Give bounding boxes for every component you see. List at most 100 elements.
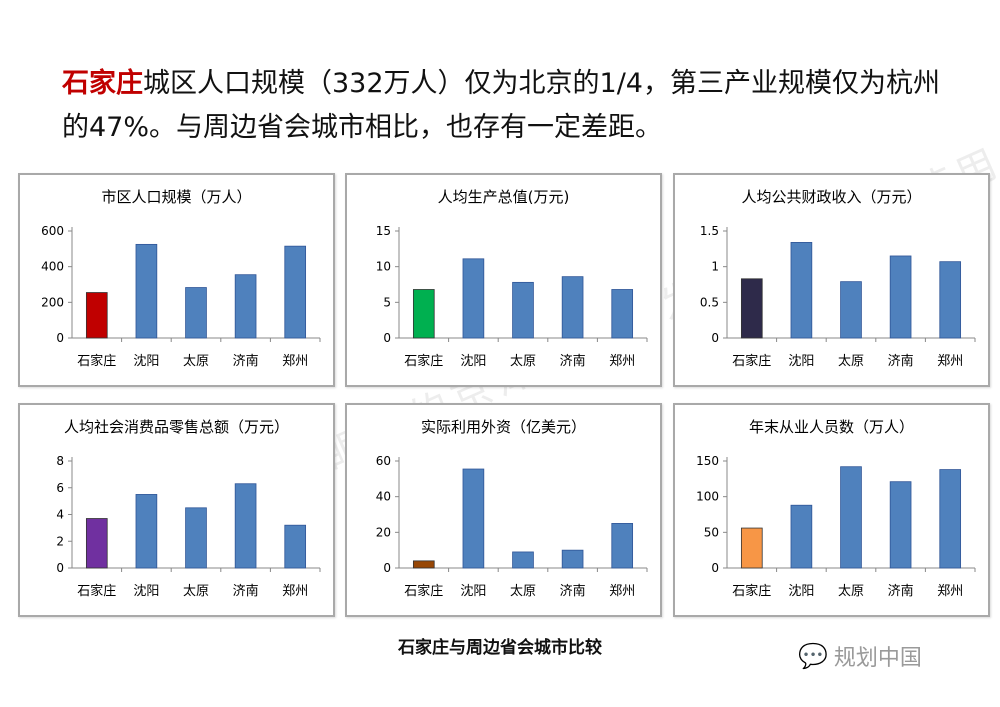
headline: 石家庄城区人口规模（332万人）仅为北京的1/4，第三产业规模仅为杭州的47%。… bbox=[62, 62, 962, 150]
y-tick-label: 0.5 bbox=[700, 295, 719, 309]
y-tick-label: 6 bbox=[56, 481, 64, 495]
logo-text: 规划中国 bbox=[833, 646, 922, 671]
x-tick-label: 太原 bbox=[838, 584, 864, 599]
x-tick-label: 沈阳 bbox=[788, 584, 814, 599]
wechat-icon: 💬 bbox=[798, 642, 828, 670]
x-tick-label: 济南 bbox=[233, 583, 259, 599]
bar-4 bbox=[889, 255, 912, 339]
y-tick-label: 8 bbox=[56, 454, 64, 468]
bar-3 bbox=[512, 281, 534, 339]
bar-4 bbox=[561, 276, 584, 339]
bar-3 bbox=[840, 466, 862, 569]
y-tick-label: 4 bbox=[56, 508, 64, 522]
x-tick-label: 济南 bbox=[888, 353, 914, 369]
bar-4 bbox=[561, 549, 584, 569]
y-tick-label: 600 bbox=[41, 224, 64, 238]
bar-4 bbox=[234, 483, 257, 569]
y-tick-label: 50 bbox=[704, 525, 719, 539]
y-tick-label: 0 bbox=[56, 561, 64, 575]
headline-text: 城区人口规模（332万人）仅为北京的1/4，第三产业规模仅为杭州的47%。与周边… bbox=[62, 68, 940, 143]
y-tick-label: 5 bbox=[383, 295, 391, 309]
chart-title: 年末从业人员数（万人） bbox=[749, 418, 914, 436]
x-tick-label: 济南 bbox=[560, 583, 586, 599]
y-tick-label: 60 bbox=[376, 454, 391, 468]
y-tick-label: 200 bbox=[41, 295, 64, 309]
x-tick-label: 太原 bbox=[510, 354, 536, 369]
x-tick-label: 石家庄 bbox=[77, 583, 116, 599]
chart-panel-fiscal-revenue: 人均公共财政收入（万元） 0 0.5 1 1.5 石家庄 沈阳 太原 济南 郑州 bbox=[673, 173, 990, 387]
y-tick-label: 2 bbox=[56, 534, 64, 548]
bar-1 bbox=[412, 289, 435, 339]
x-tick-label: 石家庄 bbox=[404, 353, 443, 369]
chart-title: 人均生产总值(万元) bbox=[438, 188, 570, 206]
bar-5 bbox=[611, 289, 634, 339]
bar-3 bbox=[185, 287, 207, 339]
chart-fiscal-revenue: 人均公共财政收入（万元） 0 0.5 1 1.5 石家庄 沈阳 太原 济南 郑州 bbox=[700, 188, 976, 369]
x-tick-label: 沈阳 bbox=[788, 354, 814, 369]
bar-2 bbox=[790, 504, 813, 569]
x-tick-label: 济南 bbox=[560, 353, 586, 369]
x-tick-label: 石家庄 bbox=[77, 353, 116, 369]
y-tick-label: 0 bbox=[711, 331, 719, 345]
bar-2 bbox=[135, 494, 158, 569]
bar-5 bbox=[284, 524, 307, 569]
bar-5 bbox=[284, 245, 307, 339]
x-tick-label: 石家庄 bbox=[732, 583, 771, 599]
x-tick-label: 郑州 bbox=[282, 584, 308, 599]
x-tick-label: 石家庄 bbox=[404, 583, 443, 599]
x-tick-label: 太原 bbox=[838, 354, 864, 369]
bar-1 bbox=[85, 292, 108, 339]
x-tick-label: 石家庄 bbox=[732, 353, 771, 369]
chart-retail-sales: 人均社会消费品零售总额（万元） 0 2 4 6 8 石家庄 沈阳 太原 济南 郑州 bbox=[56, 418, 321, 599]
bar-2 bbox=[135, 243, 158, 339]
figure-caption: 石家庄与周边省会城市比较 bbox=[398, 638, 602, 658]
y-tick-label: 100 bbox=[696, 490, 719, 504]
chart-title: 市区人口规模（万人） bbox=[101, 188, 251, 206]
bar-1 bbox=[740, 278, 763, 339]
chart-panel-employment: 年末从业人员数（万人） 0 50 100 150 石家庄 沈阳 太原 济南 郑州 bbox=[673, 403, 990, 617]
x-tick-label: 太原 bbox=[510, 584, 536, 599]
x-tick-label: 济南 bbox=[233, 353, 259, 369]
bar-3 bbox=[840, 281, 862, 339]
bar-2 bbox=[462, 468, 485, 569]
chart-title: 人均公共财政收入（万元） bbox=[741, 188, 921, 206]
logo: 💬 规划中国 bbox=[798, 640, 922, 672]
chart-foreign-investment: 实际利用外资（亿美元） 0 20 40 60 石家庄 沈阳 太原 济南 郑州 bbox=[376, 418, 648, 599]
x-tick-label: 沈阳 bbox=[460, 584, 486, 599]
y-tick-label: 1 bbox=[711, 260, 719, 274]
bar-2 bbox=[790, 242, 813, 339]
y-tick-label: 0 bbox=[383, 331, 391, 345]
x-tick-label: 沈阳 bbox=[133, 584, 159, 599]
y-tick-label: 1.5 bbox=[700, 224, 719, 238]
chart-population: 市区人口规模（万人） 0 200 400 600 石家庄 沈阳 太原 济南 郑州 bbox=[41, 188, 321, 369]
x-tick-label: 太原 bbox=[183, 584, 209, 599]
y-tick-label: 0 bbox=[56, 331, 64, 345]
headline-highlight: 石家庄 bbox=[62, 68, 143, 99]
x-tick-label: 郑州 bbox=[609, 354, 635, 369]
bar-3 bbox=[512, 551, 534, 569]
x-tick-label: 郑州 bbox=[609, 584, 635, 599]
chart-title: 人均社会消费品零售总额（万元） bbox=[64, 418, 289, 436]
bar-1 bbox=[740, 527, 763, 569]
chart-panel-foreign-investment: 实际利用外资（亿美元） 0 20 40 60 石家庄 沈阳 太原 济南 郑州 bbox=[345, 403, 662, 617]
y-tick-label: 150 bbox=[696, 454, 719, 468]
chart-panel-population: 市区人口规模（万人） 0 200 400 600 石家庄 沈阳 太原 济南 郑州 bbox=[18, 173, 335, 387]
x-tick-label: 沈阳 bbox=[133, 354, 159, 369]
chart-title: 实际利用外资（亿美元） bbox=[421, 418, 586, 436]
bar-5 bbox=[939, 261, 962, 339]
chart-panel-retail-sales: 人均社会消费品零售总额（万元） 0 2 4 6 8 石家庄 沈阳 太原 济南 郑州 bbox=[18, 403, 335, 617]
bar-2 bbox=[462, 258, 485, 339]
bar-4 bbox=[234, 274, 257, 339]
chart-panel-gdp-per-capita: 人均生产总值(万元) 0 5 10 15 石家庄 沈阳 太原 济南 郑州 bbox=[345, 173, 662, 387]
x-tick-label: 郑州 bbox=[937, 354, 963, 369]
x-tick-label: 沈阳 bbox=[460, 354, 486, 369]
bar-5 bbox=[611, 523, 634, 569]
bar-5 bbox=[939, 469, 962, 569]
bar-4 bbox=[889, 481, 912, 569]
x-tick-label: 济南 bbox=[888, 583, 914, 599]
bar-1 bbox=[85, 518, 108, 569]
x-tick-label: 郑州 bbox=[937, 584, 963, 599]
y-tick-label: 20 bbox=[376, 525, 391, 539]
y-tick-label: 10 bbox=[376, 260, 391, 274]
chart-employment: 年末从业人员数（万人） 0 50 100 150 石家庄 沈阳 太原 济南 郑州 bbox=[696, 418, 976, 599]
